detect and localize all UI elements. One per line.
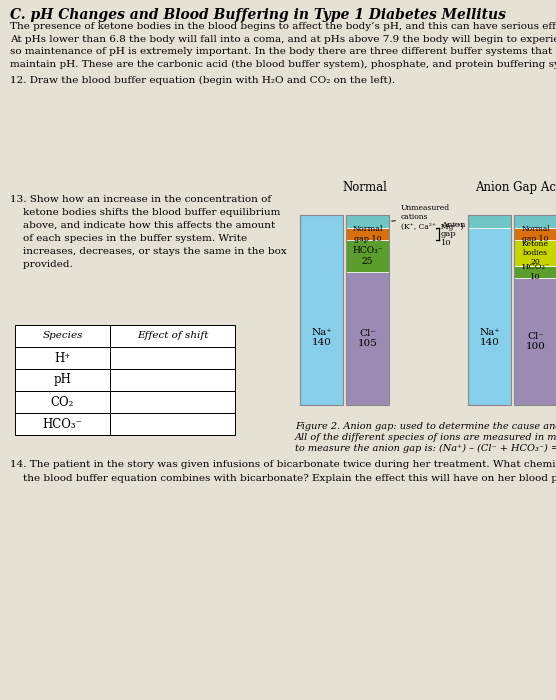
Text: Unmeasured
cations
(K⁺, Ca²⁺, Mg²⁺): Unmeasured cations (K⁺, Ca²⁺, Mg²⁺) — [392, 204, 464, 230]
Text: to measure the anion gap is: (Na⁺) – (Cl⁻ + HCO₃⁻) = AG.: to measure the anion gap is: (Na⁺) – (Cl… — [295, 444, 556, 453]
Text: the blood buffer equation combines with bicarbonate? Explain the effect this wil: the blood buffer equation combines with … — [10, 474, 556, 483]
Text: so maintenance of pH is extremely important. In the body there are three differe: so maintenance of pH is extremely import… — [10, 47, 556, 56]
Bar — [346, 272, 389, 405]
Text: Anion Gap Acidosis: Anion Gap Acidosis — [475, 181, 556, 195]
Text: increases, decreases, or stays the same in the box: increases, decreases, or stays the same … — [10, 247, 287, 256]
Bar — [514, 279, 556, 405]
Bar — [468, 228, 511, 405]
Text: Figure 2. Anion gap: used to determine the cause and extent of acidosis.: Figure 2. Anion gap: used to determine t… — [295, 422, 556, 431]
Bar — [468, 215, 511, 405]
Bar — [514, 240, 556, 266]
Text: Normal
gap 10: Normal gap 10 — [521, 225, 550, 243]
Bar — [346, 240, 389, 272]
Text: The presence of ketone bodies in the blood begins to affect the body’s pH, and t: The presence of ketone bodies in the blo… — [10, 22, 556, 31]
Bar — [300, 215, 343, 405]
Bar — [15, 325, 110, 347]
Text: All of the different species of ions are measured in mmol/L. The equation: All of the different species of ions are… — [295, 433, 556, 442]
Text: Na⁺
140: Na⁺ 140 — [479, 328, 500, 347]
Text: Ketone
bodies
20: Ketone bodies 20 — [522, 240, 549, 266]
Text: pH: pH — [53, 374, 71, 386]
Bar — [110, 347, 235, 369]
Bar — [110, 391, 235, 413]
Text: Na⁺
140: Na⁺ 140 — [311, 328, 332, 347]
Bar — [346, 228, 389, 240]
Bar — [110, 413, 235, 435]
Text: Effect of shift: Effect of shift — [137, 332, 208, 340]
Bar — [514, 215, 556, 405]
Bar — [15, 391, 110, 413]
Text: HCO₃⁻
25: HCO₃⁻ 25 — [353, 246, 383, 266]
Text: maintain pH. These are the carbonic acid (the blood buffer system), phosphate, a: maintain pH. These are the carbonic acid… — [10, 60, 556, 69]
Text: 12. Draw the blood buffer equation (begin with H₂O and CO₂ on the left).: 12. Draw the blood buffer equation (begi… — [10, 76, 395, 85]
Bar — [110, 325, 235, 347]
Text: of each species in the buffer system. Write: of each species in the buffer system. Wr… — [10, 234, 247, 243]
Text: 13. Show how an increase in the concentration of: 13. Show how an increase in the concentr… — [10, 195, 271, 204]
Bar — [514, 228, 556, 240]
Bar — [514, 215, 556, 228]
Bar — [15, 369, 110, 391]
Text: Normal: Normal — [342, 181, 387, 195]
Text: provided.: provided. — [10, 260, 73, 269]
Text: C. pH Changes and Blood Buffering in Type 1 Diabetes Mellitus: C. pH Changes and Blood Buffering in Typ… — [10, 8, 506, 22]
Text: At pHs lower than 6.8 the body will fall into a coma, and at pHs above 7.9 the b: At pHs lower than 6.8 the body will fall… — [10, 34, 556, 43]
Bar — [15, 413, 110, 435]
Text: H⁺: H⁺ — [54, 351, 71, 365]
Text: 14. The patient in the story was given infusions of bicarbonate twice during her: 14. The patient in the story was given i… — [10, 460, 556, 469]
Text: Normal
gap 10: Normal gap 10 — [353, 225, 383, 243]
Bar — [346, 215, 389, 405]
Bar — [514, 266, 556, 279]
Text: Anion
gap
10: Anion gap 10 — [441, 220, 465, 247]
Text: Cl⁻
105: Cl⁻ 105 — [358, 329, 378, 348]
Text: ketone bodies shifts the blood buffer equilibrium: ketone bodies shifts the blood buffer eq… — [10, 208, 280, 217]
Bar — [346, 215, 389, 228]
Text: HCO₃⁻
10: HCO₃⁻ 10 — [522, 263, 550, 281]
Text: above, and indicate how this affects the amount: above, and indicate how this affects the… — [10, 221, 275, 230]
Text: HCO₃⁻: HCO₃⁻ — [43, 417, 82, 430]
Text: Species: Species — [42, 332, 83, 340]
Bar — [468, 215, 511, 228]
Bar — [15, 347, 110, 369]
Text: CO₂: CO₂ — [51, 395, 74, 409]
Bar — [110, 369, 235, 391]
Text: Cl⁻
100: Cl⁻ 100 — [525, 332, 545, 351]
Bar — [300, 215, 343, 405]
